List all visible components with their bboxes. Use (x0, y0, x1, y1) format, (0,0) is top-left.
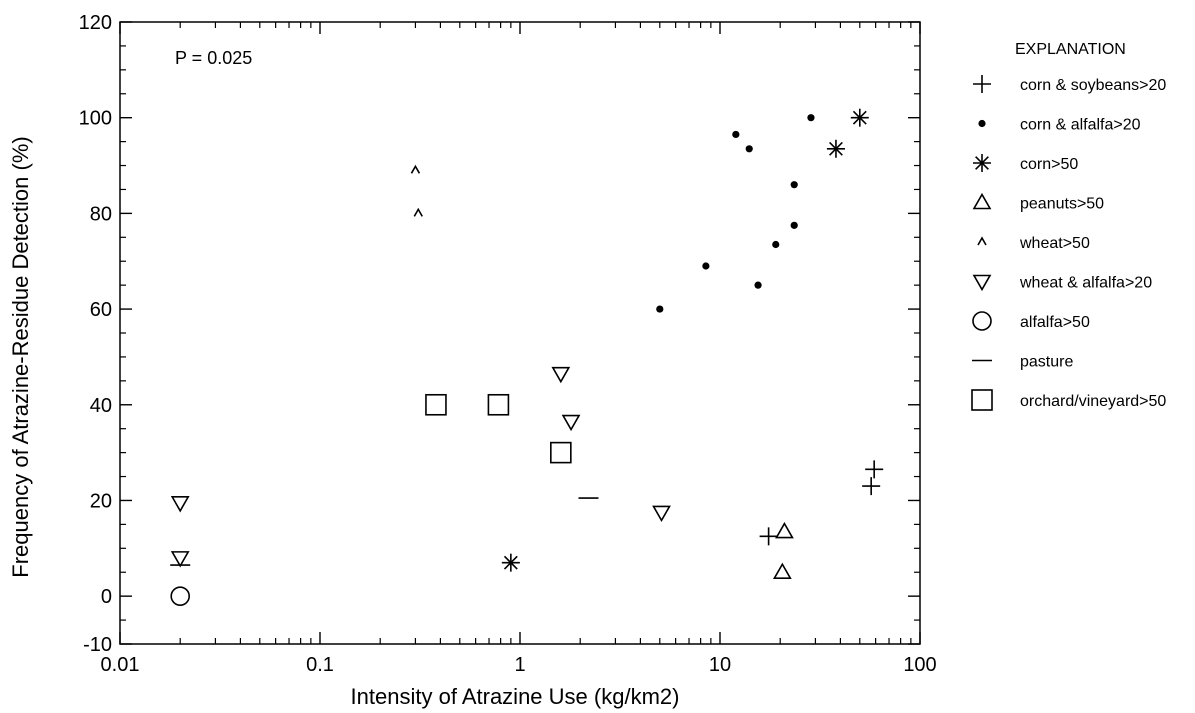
y-axis-title: Frequency of Atrazine-Residue Detection … (8, 136, 33, 577)
data-point-caret (413, 207, 423, 217)
x-tick-label: 10 (709, 654, 731, 676)
plot-border (119, 21, 921, 645)
legend-marker-caret (977, 236, 987, 246)
y-tick-label: -10 (83, 634, 112, 656)
legend-label: alfalfa>50 (1020, 314, 1090, 331)
legend-label: corn>50 (1020, 156, 1078, 173)
legend-label: wheat & alfalfa>20 (1019, 275, 1152, 292)
data-point-circle (170, 586, 191, 606)
data-point-dot (807, 114, 815, 122)
data-point-asterisk (826, 139, 845, 158)
data-point-square (550, 441, 572, 464)
data-point-asterisk (501, 553, 520, 572)
legend-label: orchard/vineyard>50 (1020, 393, 1166, 410)
legend-label: corn & soybeans>20 (1020, 77, 1166, 94)
p-value-annotation: P = 0.025 (175, 48, 252, 68)
data-point-caret (410, 164, 421, 174)
legend: EXPLANATION corn & soybeans>20 corn & alf… (971, 41, 1166, 411)
data-point-dot (702, 262, 710, 270)
legend-label: corn & alfalfa>20 (1020, 117, 1141, 134)
data-point-dot (745, 145, 753, 153)
y-tick-label: 120 (79, 12, 112, 34)
data-point-triangle-down (561, 414, 581, 432)
y-tick-label: 20 (90, 490, 112, 512)
data-point-triangle-up (772, 562, 792, 580)
x-tick-label: 100 (903, 654, 936, 676)
x-axis: 0.01 0.1 1 10 100 (101, 22, 937, 676)
data-point-dot (754, 281, 762, 289)
legend-marker-circle (972, 311, 992, 331)
legend-label: peanuts>50 (1020, 196, 1104, 213)
legend-marker-dot (978, 119, 986, 128)
y-axis: -10 0 20 40 60 80 100 120 (79, 12, 920, 656)
x-tick-label: 0.01 (101, 654, 140, 676)
plot-area (119, 21, 921, 645)
data-point-dot (790, 181, 798, 189)
data-point-plus (759, 527, 778, 546)
legend-marker-triangle-down (972, 274, 992, 292)
y-tick-label: 40 (90, 395, 112, 417)
data-point-square (425, 393, 447, 416)
x-tick-label: 0.1 (306, 654, 334, 676)
legend-marker-plus (973, 75, 991, 93)
data-point-asterisk (850, 108, 869, 127)
y-tick-label: 0 (101, 586, 112, 608)
data-point-plus (862, 477, 881, 496)
y-tick-label: 100 (79, 108, 112, 130)
data-point-dot (790, 221, 798, 229)
data-point-dot (656, 305, 664, 313)
legend-marker-asterisk (973, 154, 991, 172)
y-tick-label: 80 (90, 203, 112, 225)
data-point-triangle-up (775, 521, 794, 539)
data-point-plus (865, 460, 884, 479)
legend-title: EXPLANATION (1015, 41, 1126, 58)
data-point-triangle-down (170, 551, 190, 568)
x-axis-title: Intensity of Atrazine Use (kg/km2) (351, 684, 680, 709)
legend-marker-triangle-up (972, 192, 992, 210)
data-point-square (487, 393, 510, 416)
x-tick-label: 1 (514, 654, 525, 676)
data-points (170, 108, 884, 606)
data-point-triangle-down (551, 366, 571, 384)
legend-label: wheat>50 (1019, 235, 1090, 252)
legend-label: pasture (1020, 354, 1073, 371)
data-point-dot (732, 130, 740, 139)
legend-marker-square (971, 389, 993, 411)
data-point-dot (772, 240, 780, 249)
data-point-triangle-down (652, 505, 671, 523)
data-point-triangle-down (170, 496, 190, 513)
y-tick-label: 60 (90, 299, 112, 321)
